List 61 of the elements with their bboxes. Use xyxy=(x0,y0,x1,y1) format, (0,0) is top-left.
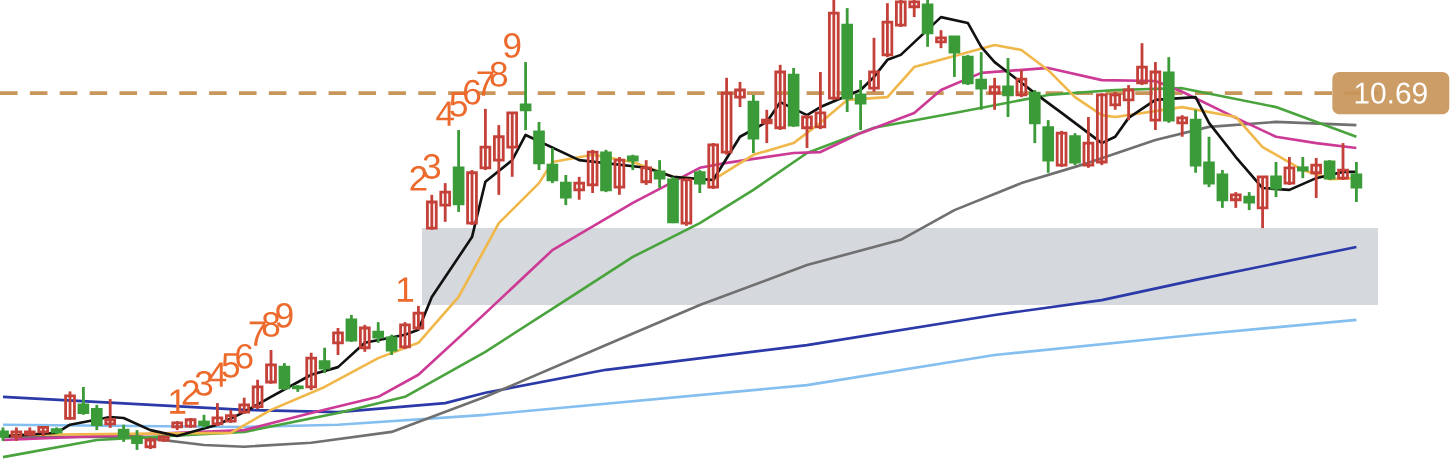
candlestick xyxy=(640,158,653,187)
candlestick xyxy=(332,326,344,357)
candlestick xyxy=(1256,175,1269,230)
candlestick xyxy=(90,403,103,432)
candlestick xyxy=(466,168,478,227)
candlestick xyxy=(734,80,746,109)
candlestick xyxy=(1015,68,1028,99)
candlestick xyxy=(1337,141,1349,182)
candlestick xyxy=(131,428,143,452)
candlestick xyxy=(653,158,666,190)
candlestick xyxy=(680,176,693,228)
candlestick xyxy=(1055,129,1068,169)
candlestick xyxy=(868,36,880,94)
candlestick xyxy=(1136,41,1148,87)
candlestick xyxy=(372,320,385,345)
candlestick xyxy=(1296,155,1309,180)
candlestick xyxy=(948,35,961,79)
candlestick xyxy=(827,0,840,102)
candlestick xyxy=(1002,56,1014,119)
candlestick xyxy=(854,78,867,132)
candlestick xyxy=(77,385,90,417)
candlestick xyxy=(278,361,291,392)
candlestick xyxy=(1176,113,1189,139)
candlestick xyxy=(573,175,586,202)
candlestick xyxy=(613,155,626,197)
candlestick xyxy=(399,320,411,351)
candlestick xyxy=(707,141,720,191)
candlestick xyxy=(1323,158,1336,182)
candlestick xyxy=(64,390,76,422)
candlestick xyxy=(519,60,532,132)
candlestick xyxy=(1350,160,1363,204)
candlestick xyxy=(693,168,706,195)
candlestick xyxy=(1270,160,1282,199)
candlestick xyxy=(814,70,827,131)
candlestick xyxy=(211,401,224,428)
candlestick xyxy=(801,113,813,150)
candlestick xyxy=(1082,115,1095,170)
candlestick xyxy=(104,397,117,430)
candlestick xyxy=(479,107,492,172)
candlestick xyxy=(305,351,318,392)
text: 1 xyxy=(397,277,414,302)
candlestick xyxy=(559,173,572,207)
text: 9 xyxy=(504,33,521,58)
candlestick xyxy=(345,313,358,344)
candlestick xyxy=(586,148,599,195)
candlestick xyxy=(1310,156,1323,200)
candlestick xyxy=(1122,83,1135,122)
candlestick xyxy=(1149,60,1162,132)
annotation: 10.69 xyxy=(1355,82,1427,104)
candlestick xyxy=(385,333,398,357)
candlestick xyxy=(988,76,1001,112)
candlestick xyxy=(1283,155,1296,187)
candlestick xyxy=(358,323,371,354)
candlestick xyxy=(412,304,425,332)
candlestick xyxy=(265,348,277,386)
candlestick xyxy=(720,76,733,157)
candlestick xyxy=(251,378,264,411)
candlestick xyxy=(881,1,894,59)
candlestick xyxy=(318,346,331,375)
candlestick xyxy=(546,146,559,185)
candlestick xyxy=(1203,135,1215,189)
